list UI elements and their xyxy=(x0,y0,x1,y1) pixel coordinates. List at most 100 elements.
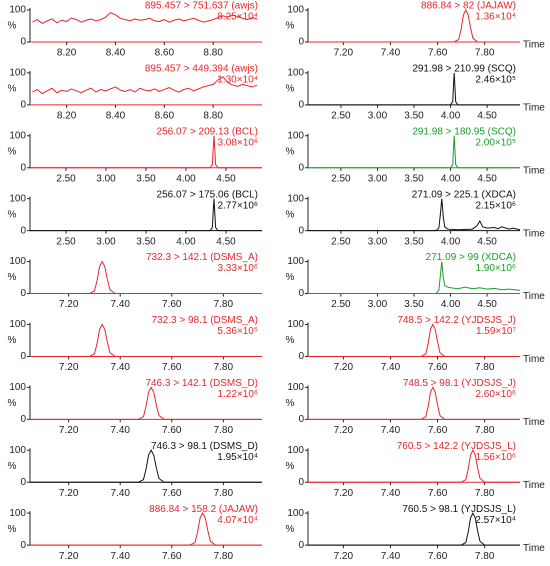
x-tick-label: 7.40 xyxy=(381,551,401,562)
intensity: 5.36×10⁵ xyxy=(217,326,258,337)
x-tick-label: 7.20 xyxy=(334,362,354,373)
x-tick-label: 7.20 xyxy=(334,48,354,59)
y-tick-label: 100 xyxy=(9,256,26,267)
y-tick-label: 100 xyxy=(9,508,26,519)
trace xyxy=(308,72,520,106)
trace-title: 760.5 > 98.1 (YJDSJS_L) xyxy=(402,504,516,515)
y-axis-label: % xyxy=(286,272,295,283)
trace-title: 291.98 > 210.99 (SCQ) xyxy=(412,64,516,75)
trace xyxy=(30,260,262,295)
y-tick-label: 100 xyxy=(9,5,26,16)
y-tick-label: 100 xyxy=(287,508,304,519)
trace-title: 746.3 > 98.1 (DSMS_D) xyxy=(151,441,258,452)
y-axis-label: % xyxy=(8,272,17,283)
trace xyxy=(308,511,520,546)
x-tick-label: 7.40 xyxy=(381,362,401,373)
x-tick-label: 2.50 xyxy=(331,299,351,310)
y-axis-label: % xyxy=(286,146,295,157)
trace xyxy=(308,198,521,232)
trace-title: 748.5 > 142.2 (YJDSJS_J) xyxy=(397,315,516,326)
x-tick-label: 2.50 xyxy=(56,236,76,247)
intensity: 1.90×10⁶ xyxy=(475,263,516,274)
y-axis-label: % xyxy=(286,21,295,32)
y-tick-label: 100 xyxy=(287,319,304,330)
x-tick-label: 4.50 xyxy=(477,236,497,247)
x-tick-label: 3.00 xyxy=(368,173,388,184)
y-tick-label: 100 xyxy=(287,382,304,393)
y-axis-label: % xyxy=(286,335,295,346)
x-tick-label: 7.60 xyxy=(162,551,182,562)
trace xyxy=(308,135,520,169)
x-tick-label: 7.80 xyxy=(214,488,234,499)
y-axis-label: % xyxy=(8,335,17,346)
y-tick-label: 0 xyxy=(20,351,26,362)
intensity: 1.56×10⁶ xyxy=(475,452,516,463)
y-tick-label: 100 xyxy=(9,68,26,79)
x-tick-label: 4.00 xyxy=(441,299,461,310)
intensity: 2.57×10⁴ xyxy=(475,515,516,526)
intensity: 1.95×10⁴ xyxy=(217,452,258,463)
y-tick-label: 0 xyxy=(20,414,26,425)
intensity: 8.25×10⁴ xyxy=(217,12,258,23)
trace xyxy=(308,323,520,357)
trace xyxy=(308,261,521,295)
y-tick-label: 0 xyxy=(298,540,304,551)
x-tick-label: 7.80 xyxy=(214,299,234,310)
x-tick-label: 7.40 xyxy=(110,488,130,499)
x-tick-label: 7.20 xyxy=(334,488,354,499)
x-tick-label: 8.80 xyxy=(203,48,223,59)
intensity: 1.59×10⁷ xyxy=(476,326,516,337)
x-tick-label: 3.50 xyxy=(136,236,156,247)
y-tick-label: 0 xyxy=(20,37,26,48)
x-tick-label: 4.50 xyxy=(477,173,497,184)
x-tick-label: 8.40 xyxy=(106,48,126,59)
intensity: 2.15×10⁶ xyxy=(475,200,516,211)
trace-title: 291.98 > 180.95 (SCQ) xyxy=(412,126,516,137)
x-tick-label: 8.60 xyxy=(155,48,175,59)
x-tick-label: 7.60 xyxy=(162,488,182,499)
x-axis-label: Time xyxy=(523,480,545,491)
y-axis-label: % xyxy=(8,84,17,95)
y-tick-label: 0 xyxy=(298,225,304,236)
trace xyxy=(30,135,262,169)
x-tick-label: 7.60 xyxy=(428,48,448,59)
y-tick-label: 100 xyxy=(287,193,304,204)
x-axis-label: Time xyxy=(523,354,545,365)
x-tick-label: 7.80 xyxy=(214,551,234,562)
y-tick-label: 0 xyxy=(20,162,26,173)
y-axis-label: % xyxy=(286,524,295,535)
x-tick-label: 2.50 xyxy=(331,236,351,247)
intensity: 1.30×10⁴ xyxy=(217,75,258,86)
trace-title: 256.07 > 175.06 (BCL) xyxy=(157,189,258,200)
x-tick-label: 7.20 xyxy=(59,488,79,499)
y-tick-label: 100 xyxy=(9,193,26,204)
x-tick-label: 7.60 xyxy=(428,425,448,436)
y-tick-label: 0 xyxy=(298,414,304,425)
x-axis-label: Time xyxy=(523,417,545,428)
intensity: 4.07×10⁴ xyxy=(217,515,258,526)
x-tick-label: 8.20 xyxy=(57,111,77,122)
x-tick-label: 2.50 xyxy=(331,173,351,184)
x-tick-label: 4.00 xyxy=(176,236,196,247)
y-axis-label: % xyxy=(8,398,17,409)
x-tick-label: 7.80 xyxy=(475,488,495,499)
x-tick-label: 3.00 xyxy=(96,236,116,247)
x-tick-label: 7.80 xyxy=(214,362,234,373)
y-tick-label: 100 xyxy=(287,5,304,16)
trace xyxy=(30,449,262,483)
y-tick-label: 100 xyxy=(287,445,304,456)
x-tick-label: 4.50 xyxy=(216,173,236,184)
x-axis-label: Time xyxy=(523,291,545,302)
y-axis-label: % xyxy=(286,461,295,472)
x-tick-label: 3.00 xyxy=(368,299,388,310)
y-axis-label: % xyxy=(8,461,17,472)
x-tick-label: 3.50 xyxy=(404,236,424,247)
y-tick-label: 0 xyxy=(20,540,26,551)
x-axis-label: Time xyxy=(523,543,545,554)
x-tick-label: 4.00 xyxy=(176,173,196,184)
y-tick-label: 100 xyxy=(9,130,26,141)
trace xyxy=(30,198,262,232)
trace-title: 271.09 > 225.1 (XDCA) xyxy=(412,189,516,200)
y-tick-label: 0 xyxy=(20,477,26,488)
x-tick-label: 7.20 xyxy=(59,362,79,373)
